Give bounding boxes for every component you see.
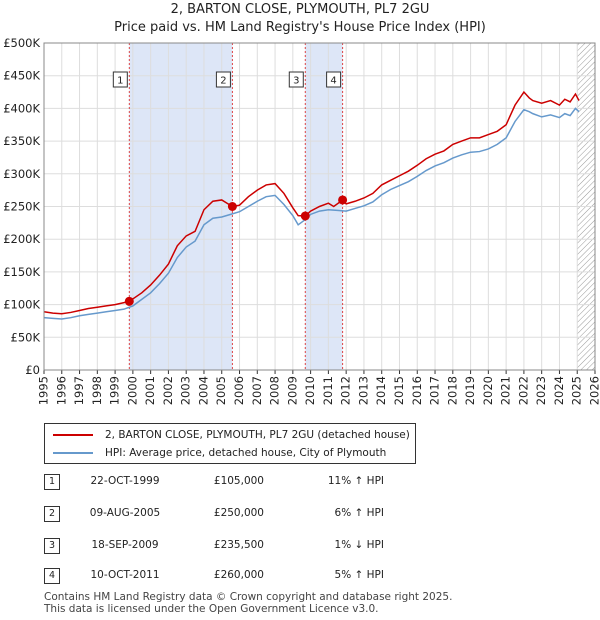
x-tick-label: 2015 xyxy=(392,376,406,405)
x-tick-label: 2016 xyxy=(410,376,424,405)
sale-badge-label: 1 xyxy=(117,76,123,87)
legend-label-hpi: HPI: Average price, detached house, City… xyxy=(105,447,387,459)
legend-swatch-hpi xyxy=(53,452,93,454)
sale-number-badge: 3 xyxy=(44,538,60,554)
x-tick-label: 2022 xyxy=(516,376,530,405)
x-tick-label: 2010 xyxy=(303,376,317,405)
sale-hpi-diff: 5% ↑ HPI xyxy=(334,569,384,581)
x-tick-label: 1995 xyxy=(37,376,51,405)
sale-price: £260,000 xyxy=(213,569,264,581)
x-tick-label: 2009 xyxy=(285,376,299,405)
sale-date: 10-OCT-2011 xyxy=(90,569,160,581)
y-tick-label: £300K xyxy=(3,167,40,181)
chart-subtitle: Price paid vs. HM Land Registry's House … xyxy=(114,20,486,35)
y-tick-label: £0 xyxy=(25,363,40,377)
x-tick-label: 2005 xyxy=(214,376,228,405)
sale-date: 18-SEP-2009 xyxy=(91,539,159,551)
x-tick-label: 2013 xyxy=(356,376,370,405)
sale-date: 09-AUG-2005 xyxy=(89,507,161,519)
sale-hpi-diff: 11% ↑ HPI xyxy=(327,475,384,487)
y-tick-label: £100K xyxy=(3,298,40,312)
price-chart: £0 £50K £100K £150K £200K £250K £300K £350K £400… xyxy=(3,36,600,405)
sale-price: £105,000 xyxy=(213,475,264,487)
x-tick-label: 2004 xyxy=(196,376,210,405)
sale-badge-label: 2 xyxy=(220,76,226,87)
sale-hpi-diff: 1% ↓ HPI xyxy=(334,539,384,551)
sale-price: £250,000 xyxy=(213,507,264,519)
x-tick-label: 2021 xyxy=(499,376,513,405)
legend-label-property: 2, BARTON CLOSE, PLYMOUTH, PL7 2GU (deta… xyxy=(105,429,410,441)
x-tick-label: 1997 xyxy=(72,376,86,405)
x-tick-label: 2001 xyxy=(143,376,157,405)
x-tick-label: 2000 xyxy=(125,376,139,405)
x-tick-label: 2014 xyxy=(374,376,388,405)
x-tick-label: 2006 xyxy=(232,376,246,405)
sale-price: £235,500 xyxy=(213,539,264,551)
x-tick-label: 2025 xyxy=(570,376,584,405)
x-tick-label: 2017 xyxy=(428,376,442,405)
x-tick-label: 2007 xyxy=(250,376,264,405)
hpi-series-line xyxy=(43,107,580,320)
sale-point xyxy=(300,211,310,221)
x-tick-label: 2024 xyxy=(552,376,566,405)
x-tick-label: 2003 xyxy=(179,376,193,405)
x-tick-label: 1998 xyxy=(90,376,104,405)
y-tick-label: £50K xyxy=(11,330,41,344)
legend-item-property: 2, BARTON CLOSE, PLYMOUTH, PL7 2GU (deta… xyxy=(53,427,410,443)
property-series-line xyxy=(43,90,580,315)
sale-badge xyxy=(326,71,342,88)
sale-point xyxy=(124,296,134,306)
sale-point xyxy=(338,195,348,205)
y-tick-label: £150K xyxy=(3,265,40,279)
legend: 2, BARTON CLOSE, PLYMOUTH, PL7 2GU (deta… xyxy=(44,423,416,464)
footer-copyright: Contains HM Land Registry data © Crown c… xyxy=(44,591,453,603)
legend-item-hpi: HPI: Average price, detached house, City… xyxy=(53,445,386,461)
x-tick-label: 2011 xyxy=(321,376,335,405)
sale-point xyxy=(227,202,237,211)
plot-border xyxy=(43,42,596,371)
sale-badge xyxy=(288,71,304,88)
y-tick-label: £400K xyxy=(3,101,40,115)
sale-badge xyxy=(215,71,231,88)
legend-swatch-property xyxy=(53,434,93,436)
x-tick-label: 2018 xyxy=(445,376,459,405)
y-tick-label: £200K xyxy=(3,232,40,246)
x-tick-label: 2023 xyxy=(534,376,548,405)
y-tick-label: £500K xyxy=(3,36,40,50)
x-tick-label: 1996 xyxy=(54,376,68,405)
x-tick-label: 2002 xyxy=(161,376,175,405)
sale-badge xyxy=(112,71,128,88)
sale-number-badge: 1 xyxy=(44,474,60,490)
sale-hpi-diff: 6% ↑ HPI xyxy=(334,507,384,519)
x-tick-label: 2020 xyxy=(481,376,495,405)
sale-date: 22-OCT-1999 xyxy=(90,475,160,487)
x-tick-label: 2012 xyxy=(339,376,353,405)
y-tick-label: £450K xyxy=(3,69,40,83)
chart-title: 2, BARTON CLOSE, PLYMOUTH, PL7 2GU xyxy=(170,2,430,17)
sale-badge-label: 3 xyxy=(293,76,299,87)
x-tick-label: 1999 xyxy=(108,376,122,405)
x-tick-label: 2008 xyxy=(268,376,282,405)
y-tick-label: £350K xyxy=(3,134,40,148)
sale-badge-label: 4 xyxy=(330,76,336,87)
sale-number-badge: 4 xyxy=(44,568,60,584)
x-tick-label: 2019 xyxy=(463,376,477,405)
footer-licence: This data is licensed under the Open Gov… xyxy=(44,603,379,615)
x-tick-label: 2026 xyxy=(588,376,600,405)
y-tick-label: £250K xyxy=(3,200,40,214)
sale-number-badge: 2 xyxy=(44,506,60,522)
